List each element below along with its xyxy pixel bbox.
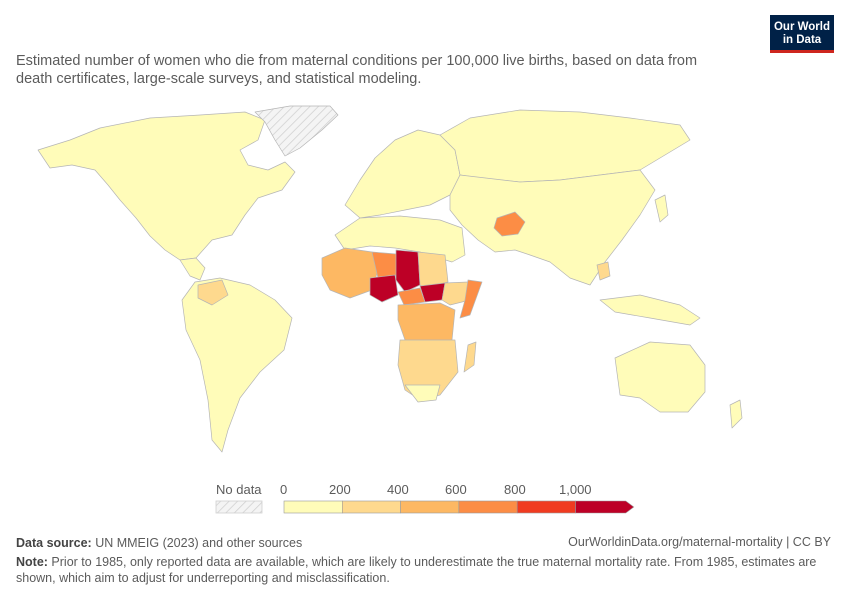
asia[interactable] (449, 169, 656, 286)
logo-line-1: Our World (773, 21, 830, 33)
logo-line-2: in Data (782, 34, 822, 46)
data-source-text: UN MMEIG (2023) and other sources (91, 536, 303, 550)
legend-bin-5[interactable] (575, 500, 635, 514)
south-america[interactable] (181, 277, 293, 453)
legend-bin-0[interactable] (283, 500, 343, 514)
central-america[interactable] (179, 257, 206, 281)
legend-bin-2[interactable] (400, 500, 460, 514)
afghanistan[interactable] (493, 211, 526, 237)
no-data-label: No data (216, 482, 262, 497)
north-africa[interactable] (334, 215, 466, 263)
south-africa[interactable] (404, 384, 441, 403)
greenland[interactable] (254, 105, 339, 157)
legend-tick-0: 0 (280, 482, 288, 497)
note-label: Note: (16, 555, 48, 569)
legend-bin-1[interactable] (341, 500, 401, 514)
map-subtitle: Estimated number of women who die from m… (16, 53, 698, 87)
legend-tick-1000: 1,000 (559, 482, 592, 497)
no-data-swatch (215, 500, 263, 514)
legend-tick-600: 600 (445, 482, 467, 497)
north-america[interactable] (37, 111, 296, 261)
credit-link[interactable]: OurWorldinData.org/maternal-mortality | … (568, 535, 831, 549)
data-source-label: Data source: (16, 536, 92, 550)
footnote: Note: Prior to 1985, only reported data … (16, 554, 834, 586)
legend-bin-3[interactable] (458, 500, 518, 514)
somalia[interactable] (459, 279, 483, 319)
new-zealand[interactable] (729, 399, 743, 429)
ethiopia[interactable] (441, 281, 471, 306)
venezuela[interactable] (197, 279, 229, 306)
southeast-asia-islands[interactable] (599, 294, 701, 326)
legend-tick-200: 200 (329, 482, 351, 497)
legend-tick-400: 400 (387, 482, 409, 497)
data-source: Data source: UN MMEIG (2023) and other s… (16, 535, 302, 551)
madagascar[interactable] (463, 341, 477, 373)
note-text: Prior to 1985, only reported data are av… (16, 555, 817, 585)
japan[interactable] (654, 194, 669, 223)
central-african-republic[interactable] (397, 287, 426, 306)
legend-bin-4[interactable] (516, 500, 576, 514)
legend-tick-800: 800 (504, 482, 526, 497)
chad[interactable] (395, 249, 421, 293)
nigeria[interactable] (369, 274, 399, 303)
owid-logo[interactable]: Our World in Data (770, 15, 834, 53)
southeast-asia-orange[interactable] (596, 261, 611, 281)
australia[interactable] (614, 341, 706, 413)
